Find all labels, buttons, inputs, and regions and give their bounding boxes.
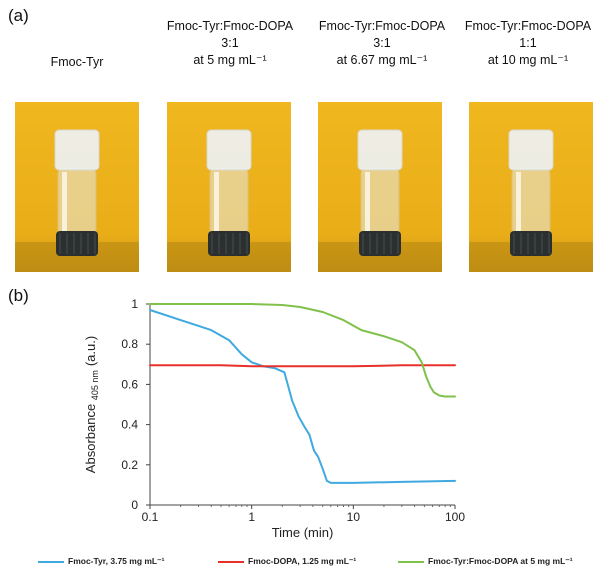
glass-highlight xyxy=(62,172,67,232)
vial-cap xyxy=(510,231,552,256)
caption-line: 3:1 xyxy=(221,36,239,50)
vial-caption-1: Fmoc-Tyr xyxy=(2,54,152,71)
x-tick-label: 0.1 xyxy=(142,510,159,524)
legend-label: Fmoc-Tyr, 3.75 mg mL⁻¹ xyxy=(68,556,165,566)
vial-top xyxy=(508,129,554,171)
y-tick-label: 0.6 xyxy=(121,377,138,391)
panel-b-label: (b) xyxy=(8,286,29,305)
x-tick-label: 10 xyxy=(347,510,361,524)
y-tick-label: 0.2 xyxy=(121,458,138,472)
y-tick-label: 0.4 xyxy=(121,418,138,432)
legend-item-fmoc-dopa: Fmoc-DOPA, 1.25 mg mL⁻¹ xyxy=(218,556,356,567)
caption-line: Fmoc-Tyr:Fmoc-DOPA xyxy=(166,19,294,33)
caption-line: Fmoc-Tyr:Fmoc-DOPA xyxy=(318,19,446,33)
caption-line: Fmoc-Tyr xyxy=(50,55,104,69)
vial-top xyxy=(54,129,100,171)
vial-cap xyxy=(56,231,98,256)
glass-highlight xyxy=(214,172,219,232)
vial-caption-2: Fmoc-Tyr:Fmoc-DOPA 3:1 at 5 mg mL⁻¹ xyxy=(155,18,305,69)
caption-line: at 10 mg mL⁻¹ xyxy=(487,53,569,67)
glass-highlight xyxy=(365,172,370,232)
legend-label: Fmoc-Tyr:Fmoc-DOPA at 5 mg mL⁻¹ xyxy=(428,556,573,566)
vial-photo-2 xyxy=(167,102,291,272)
vial-top xyxy=(357,129,403,171)
vial-caption-3: Fmoc-Tyr:Fmoc-DOPA 3:1 at 6.67 mg mL⁻¹ xyxy=(307,18,457,69)
vial-photo-1 xyxy=(15,102,139,272)
vial-cap xyxy=(359,231,401,256)
series-line-2 xyxy=(149,303,456,398)
chart-legend: Fmoc-Tyr, 3.75 mg mL⁻¹ Fmoc-DOPA, 1.25 m… xyxy=(0,553,601,571)
vial-photo-3 xyxy=(318,102,442,272)
absorbance-chart: 0 0.2 0.4 0.6 0.8 1 0.1 1 10 100 Time (min) Absorba… xyxy=(83,297,465,540)
x-tick-label: 100 xyxy=(445,510,465,524)
y-axis-title-sub: 405 nm xyxy=(90,370,100,400)
series-line-0 xyxy=(149,309,456,484)
panel-a-label: (a) xyxy=(8,6,29,25)
y-axis-title: Absorbance 405 nm (a.u.) xyxy=(83,336,100,473)
legend-item-mixture: Fmoc-Tyr:Fmoc-DOPA at 5 mg mL⁻¹ xyxy=(398,556,573,567)
legend-swatch xyxy=(398,560,424,563)
caption-line: at 6.67 mg mL⁻¹ xyxy=(336,53,428,67)
caption-line: Fmoc-Tyr:Fmoc-DOPA xyxy=(464,19,592,33)
legend-swatch xyxy=(38,560,64,563)
y-tick-label: 0.8 xyxy=(121,337,138,351)
vial-cap xyxy=(208,231,250,256)
caption-line: 1:1 xyxy=(519,36,537,50)
vial-top xyxy=(206,129,252,171)
y-tick-label: 1 xyxy=(131,297,138,311)
series-line-1 xyxy=(149,364,456,368)
x-tick-label: 1 xyxy=(248,510,255,524)
y-axis-title-unit: (a.u.) xyxy=(83,336,98,366)
vial-photo-4 xyxy=(469,102,593,272)
glass-highlight xyxy=(516,172,521,232)
caption-line: 3:1 xyxy=(373,36,391,50)
caption-line: at 5 mg mL⁻¹ xyxy=(193,53,267,67)
legend-item-fmoc-tyr: Fmoc-Tyr, 3.75 mg mL⁻¹ xyxy=(38,556,164,567)
vial-caption-4: Fmoc-Tyr:Fmoc-DOPA 1:1 at 10 mg mL⁻¹ xyxy=(453,18,601,69)
y-axis-title-main: Absorbance xyxy=(83,400,98,473)
legend-swatch xyxy=(218,560,244,563)
x-axis-title: Time (min) xyxy=(272,525,334,540)
y-tick-label: 0 xyxy=(131,498,138,512)
legend-label: Fmoc-DOPA, 1.25 mg mL⁻¹ xyxy=(248,556,357,566)
